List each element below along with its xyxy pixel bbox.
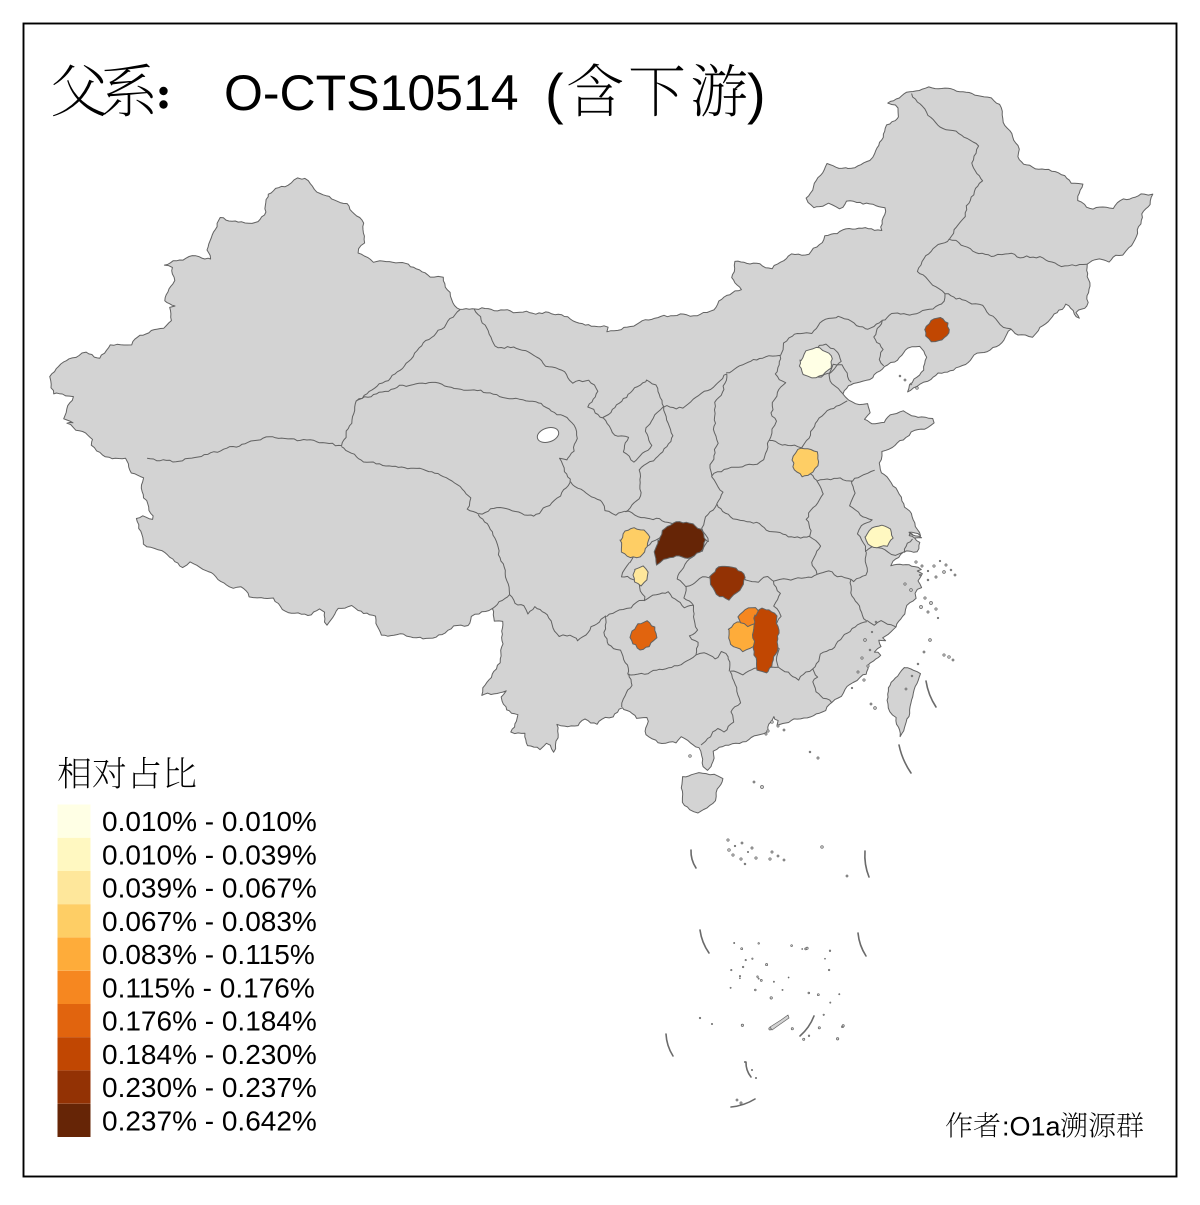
svg-text::O1a: :O1a [1002,1112,1062,1142]
svg-text:0.083% - 0.115%: 0.083% - 0.115% [102,939,315,970]
svg-text:0.010% - 0.010%: 0.010% - 0.010% [102,806,317,837]
svg-text:0.067% - 0.083%: 0.067% - 0.083% [102,906,317,937]
svg-text:): ) [747,62,766,125]
svg-text:(: ( [545,62,564,125]
svg-text:0.039% - 0.067%: 0.039% - 0.067% [102,873,317,904]
svg-text:0.230% - 0.237%: 0.230% - 0.237% [102,1072,317,1103]
svg-text:O-CTS10514: O-CTS10514 [224,65,519,121]
svg-text:0.010% - 0.039%: 0.010% - 0.039% [102,839,317,870]
svg-text:0.115% - 0.176%: 0.115% - 0.176% [102,972,315,1003]
svg-text:0.237% - 0.642%: 0.237% - 0.642% [102,1105,317,1136]
svg-text:0.184% - 0.230%: 0.184% - 0.230% [102,1039,317,1070]
svg-text:0.176% - 0.184%: 0.176% - 0.184% [102,1006,317,1037]
